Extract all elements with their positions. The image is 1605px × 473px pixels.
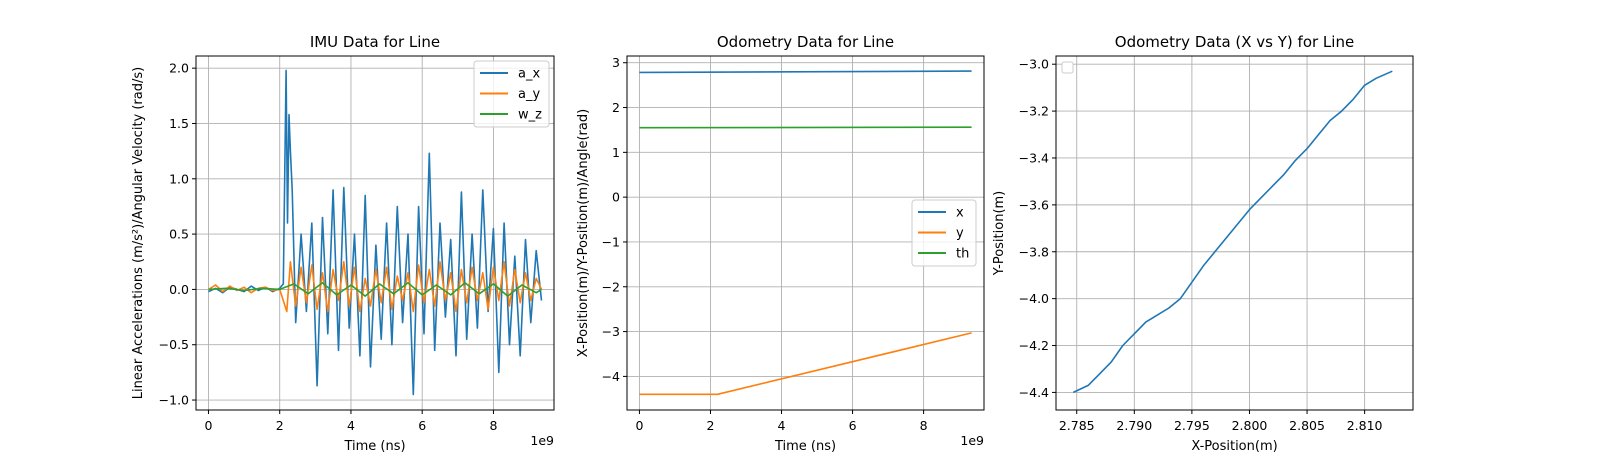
axes-frame xyxy=(626,55,985,411)
y-tick-label: −1 xyxy=(602,234,620,249)
x-tick-label: 6 xyxy=(849,418,857,433)
plot-area xyxy=(1056,56,1413,410)
y-axis-label: Linear Accelerations (m/s²)/Angular Velo… xyxy=(131,67,146,399)
y-axis-label: Y-Position(m) xyxy=(992,191,1007,277)
x-tick-label: 4 xyxy=(347,418,355,433)
y-tick-label: −1.0 xyxy=(159,393,189,408)
legend-label: a_y xyxy=(518,87,540,102)
series-line-series-1 xyxy=(1072,70,1393,394)
legend-label: x xyxy=(956,206,964,221)
y-tick-label: 3 xyxy=(612,55,620,70)
x-tick-label: 2.805 xyxy=(1289,418,1325,433)
series-line-x xyxy=(639,70,972,74)
x-tick-label: 4 xyxy=(778,418,786,433)
legend-box xyxy=(1061,61,1074,74)
chart-title: Odometry Data for Line xyxy=(717,33,894,51)
y-tick-label: 0.0 xyxy=(169,282,189,297)
y-tick-label: 1.0 xyxy=(169,171,189,186)
y-tick-label: −3.2 xyxy=(1019,104,1049,119)
y-tick-label: 0 xyxy=(612,190,620,205)
y-tick-label: −3.4 xyxy=(1019,150,1049,165)
y-tick-label: −4 xyxy=(602,369,620,384)
y-tick-label: −3.6 xyxy=(1019,197,1049,212)
y-tick-label: 0.5 xyxy=(169,227,189,242)
legend-label: w_z xyxy=(518,108,542,123)
y-tick-label: −4.4 xyxy=(1019,385,1049,400)
legend-label: a_x xyxy=(518,67,540,82)
chart-3: 2.785 2.790 2.795 2.800 2.805 2.810 −4.4 −4.2 −4… xyxy=(992,33,1414,454)
legend-empty xyxy=(1061,61,1074,74)
y-tick-label: −4.0 xyxy=(1019,291,1049,306)
legend: xy th xyxy=(911,199,977,267)
series-line-w_z xyxy=(208,281,542,297)
x-tick-label: 0 xyxy=(635,418,643,433)
chart-title: IMU Data for Line xyxy=(310,33,440,51)
y-tick-label: −0.5 xyxy=(159,337,189,352)
y-tick-label: 1 xyxy=(612,145,620,160)
x-offset-text: 1e9 xyxy=(960,433,984,448)
x-tick-label: 2.800 xyxy=(1232,418,1268,433)
legend-label: y xyxy=(956,226,964,241)
y-axis-label: X-Position(m)/Y-Position(m)/Angle(rad) xyxy=(576,109,591,357)
y-tick-label: −3.0 xyxy=(1019,57,1049,72)
legend-label: th xyxy=(956,247,969,262)
x-tick-label: 2.810 xyxy=(1347,418,1383,433)
legend: a_x a_y w_z xyxy=(473,60,550,128)
x-axis-label: Time (ns) xyxy=(343,439,405,454)
x-tick-label: 0 xyxy=(204,418,212,433)
axes-frame xyxy=(195,55,555,411)
x-tick-label: 2 xyxy=(276,418,284,433)
x-tick-label: 6 xyxy=(418,418,426,433)
series-line-th xyxy=(639,126,972,129)
chart-title: Odometry Data (X vs Y) for Line xyxy=(1115,33,1354,51)
x-tick-label: 8 xyxy=(489,418,497,433)
x-tick-label: 2.795 xyxy=(1174,418,1210,433)
x-tick-label: 2 xyxy=(707,418,715,433)
x-tick-label: 8 xyxy=(920,418,928,433)
y-tick-label: −4.2 xyxy=(1019,338,1049,353)
chart-2: 0 2 4 6 8 −4 −3 −2 −1 0 1 2 3 1e9 Odometry Data for Li… xyxy=(576,33,985,454)
series-line-y xyxy=(639,332,972,396)
y-tick-label: −3.8 xyxy=(1019,244,1049,259)
y-tick-label: 2.0 xyxy=(169,61,189,76)
x-tick-label: 2.785 xyxy=(1059,418,1095,433)
legend-box xyxy=(473,60,550,128)
y-tick-label: −2 xyxy=(602,279,620,294)
x-axis-label: Time (ns) xyxy=(774,439,836,454)
x-axis-label: X-Position(m) xyxy=(1191,439,1277,454)
y-tick-label: −3 xyxy=(602,324,620,339)
x-offset-text: 1e9 xyxy=(530,433,554,448)
y-tick-label: 1.5 xyxy=(169,116,189,131)
x-tick-label: 2.790 xyxy=(1116,418,1152,433)
series-line-a_x xyxy=(208,69,543,396)
y-tick-label: 2 xyxy=(612,100,620,115)
chart-1: 0 2 4 6 8 −1.0 −0.5 0.0 0.5 1.0 1.5 2.0 1e9 IMU Data … xyxy=(131,33,555,454)
axes-frame xyxy=(1055,55,1414,411)
